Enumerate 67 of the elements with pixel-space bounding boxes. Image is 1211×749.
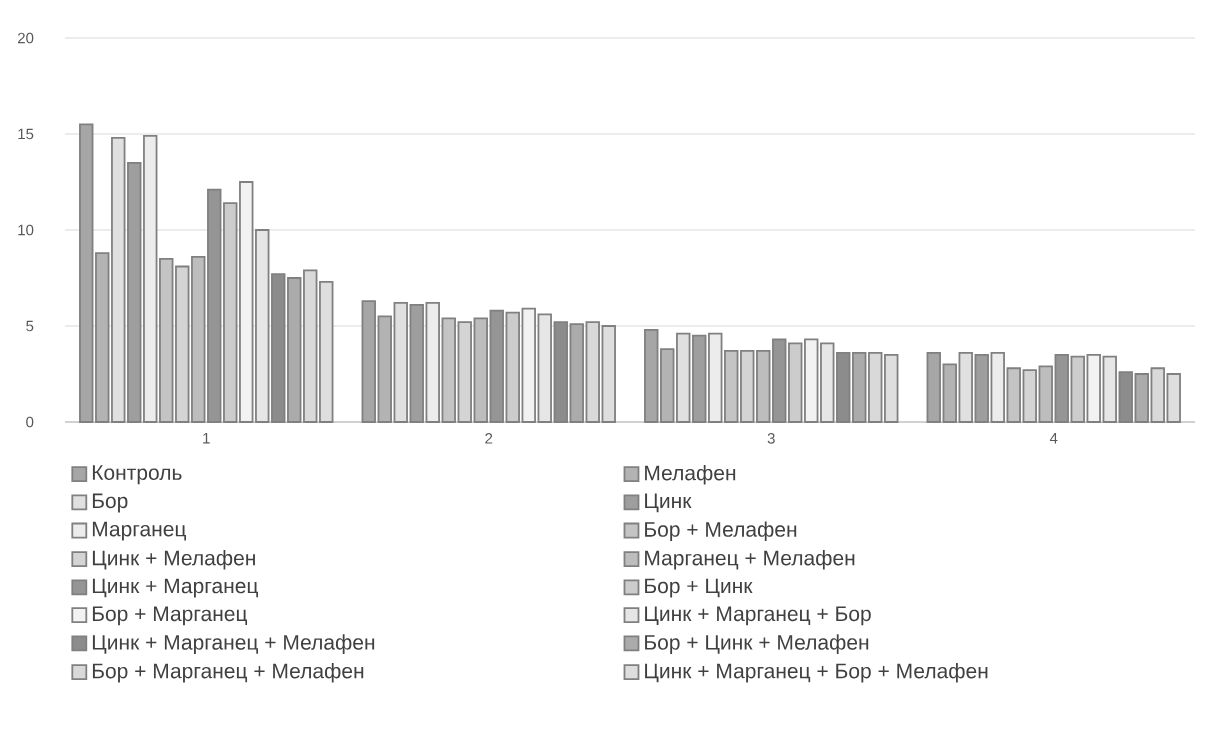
legend-label: Цинк + Марганец + Бор + Мелафен: [645, 662, 988, 683]
bar: [361, 300, 376, 423]
bar: [239, 181, 254, 423]
bar: [942, 363, 957, 423]
bar: [521, 307, 536, 423]
x-tick-label: 3: [767, 433, 775, 444]
bar: [409, 303, 424, 423]
legend-label: Бор + Марганец: [92, 606, 248, 626]
legend-label: Марганец: [92, 521, 186, 541]
bar: [772, 338, 787, 423]
y-tick-label: 0: [26, 416, 34, 428]
bar: [489, 309, 504, 423]
legend-label: Цинк + Марганец: [92, 578, 258, 598]
y-tick-label: 5: [26, 320, 34, 332]
legend-label: Цинк + Марганец + Мелафен: [92, 634, 375, 654]
bar: [676, 332, 691, 423]
legend-label: Мелафен: [645, 464, 736, 485]
bar: [990, 351, 1005, 423]
legend-label: Цинк + Мелафен: [92, 550, 255, 570]
bar: [1102, 355, 1117, 423]
legend-label: Бор + Цинк + Мелафен: [645, 634, 869, 654]
x-tick-label: 4: [1049, 433, 1058, 444]
bar: [836, 351, 851, 423]
bar: [974, 353, 989, 423]
bar: [287, 277, 302, 423]
legend-label: Бор + Марганец + Мелафен: [92, 662, 364, 683]
bar: [255, 229, 270, 423]
bar: [1118, 371, 1133, 423]
bar: [958, 351, 973, 423]
y-tick-label: 10: [18, 224, 34, 236]
legend-label: Цинк + Марганец + Бор: [645, 606, 871, 626]
bar: [820, 342, 835, 423]
bar: [1134, 373, 1149, 423]
bar: [127, 161, 142, 423]
legend-label: Бор: [92, 493, 128, 513]
bar: [852, 351, 867, 423]
bar: [79, 123, 94, 423]
bar: [271, 273, 286, 423]
bar: [537, 313, 552, 423]
bar: [569, 323, 584, 423]
bar: [708, 332, 723, 423]
bar: [1166, 373, 1181, 423]
bar: [95, 252, 110, 423]
bar: [804, 338, 819, 423]
x-tick-label: 2: [485, 433, 493, 444]
bar: [868, 351, 883, 423]
y-tick-label: 20: [18, 32, 34, 44]
bar: [644, 328, 659, 423]
bar: [553, 321, 568, 423]
bar: [926, 351, 941, 423]
legend-label: Марганец + Мелафен: [645, 550, 855, 570]
x-tick-label: 1: [203, 433, 210, 444]
bar: [377, 315, 392, 423]
bar: [425, 302, 440, 423]
bar: [143, 135, 158, 423]
bar: [1150, 367, 1165, 423]
legend-label: Бор + Цинк: [645, 578, 753, 598]
legend-label: Бор + Мелафен: [645, 521, 797, 541]
legend-label: Контроль: [92, 465, 182, 485]
bar: [1086, 353, 1101, 423]
bar: [692, 334, 707, 423]
bar: [884, 353, 899, 423]
bar: [207, 188, 222, 423]
bar: [1054, 353, 1069, 423]
bar: [660, 348, 675, 423]
y-tick-label: 15: [18, 128, 34, 140]
legend-label: Цинк: [645, 493, 692, 513]
